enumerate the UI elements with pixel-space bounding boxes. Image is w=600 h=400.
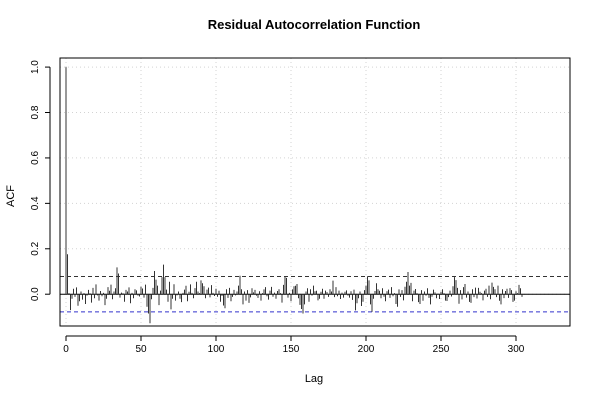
x-tick-label-50: 50 [135, 344, 147, 355]
y-tick-label-4: 0.8 [30, 105, 41, 119]
x-tick-label-250: 250 [433, 344, 450, 355]
y-axis-label: ACF [5, 185, 17, 207]
x-tick-label-300: 300 [508, 344, 525, 355]
x-tick-label-100: 100 [208, 344, 225, 355]
y-tick-label-2: 0.4 [30, 196, 41, 210]
acf-bars [65, 67, 523, 324]
y-tick-label-0: 0.0 [30, 287, 41, 301]
axes: 0 50 100 150 200 250 300 0.0 0.2 0.4 0.6 0.8 1.0 [30, 60, 525, 355]
y-tick-label-3: 0.6 [30, 151, 41, 165]
x-tick-label-150: 150 [283, 344, 300, 355]
y-tick-label-5: 1.0 [30, 60, 41, 74]
chart-title: Residual Autocorrelation Function [208, 17, 421, 32]
plot-frame [59, 57, 571, 327]
y-tick-label-1: 0.2 [30, 241, 41, 255]
grid-lines [60, 58, 570, 326]
x-tick-label-0: 0 [63, 344, 69, 355]
x-axis-label: Lag [305, 373, 323, 385]
x-tick-label-200: 200 [358, 344, 375, 355]
